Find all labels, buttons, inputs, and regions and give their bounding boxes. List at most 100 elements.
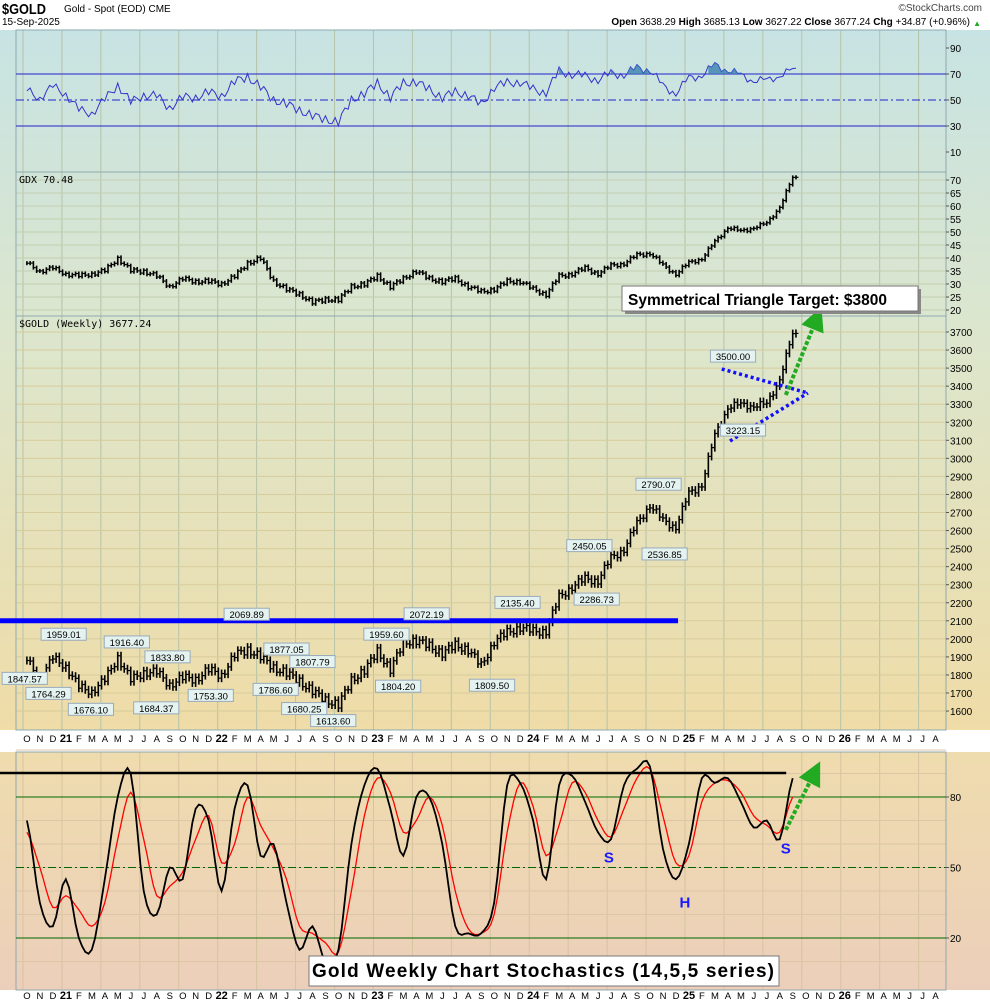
price-label-box xyxy=(468,678,516,692)
x-axis-month-label: N xyxy=(504,991,511,1002)
0-y-tick-label: 10 xyxy=(950,148,962,159)
price-label: 1833.80 xyxy=(150,653,184,664)
price-label-box xyxy=(289,655,336,669)
3-y-tick-label: 80 xyxy=(950,793,962,804)
x-axis-month-label: D xyxy=(828,734,835,745)
price-label: 2450.05 xyxy=(572,542,606,553)
x-axis-month-label: J xyxy=(284,991,289,1002)
x-axis-month-label: A xyxy=(154,991,161,1002)
x-axis-month-label: D xyxy=(361,991,368,1002)
x-axis-month-label: F xyxy=(699,734,705,745)
x-axis-month-label: O xyxy=(491,991,498,1002)
x-axis-month-label: F xyxy=(232,734,238,745)
price-label-box xyxy=(641,547,688,561)
x-axis-month-label: J xyxy=(141,734,146,745)
price-label: 2790.07 xyxy=(641,480,675,491)
x-axis-month-label: S xyxy=(478,734,484,745)
low-label: Low xyxy=(742,17,763,28)
2-y-tick-label: 3000 xyxy=(950,454,973,465)
2-y-tick-label: 3700 xyxy=(950,328,973,339)
price-label: 2286.73 xyxy=(580,595,614,606)
x-axis-month-label: S xyxy=(634,734,640,745)
x-axis-month-label: D xyxy=(205,734,212,745)
x-axis-month-label: A xyxy=(777,734,784,745)
x-axis-month-label: F xyxy=(232,991,238,1002)
x-axis-month-label: J xyxy=(440,734,445,745)
2-y-tick-label: 2000 xyxy=(950,635,973,646)
open-label: Open xyxy=(611,17,637,28)
price-label-box xyxy=(709,349,757,363)
price-label: 1916.40 xyxy=(110,638,144,649)
x-axis-month-label: J xyxy=(907,991,912,1002)
x-axis-month-label: J xyxy=(609,734,614,745)
price-label-box xyxy=(144,650,191,664)
annotation-box xyxy=(621,285,919,312)
price-label: 1959.60 xyxy=(369,630,403,641)
2-y-tick-label: 2100 xyxy=(950,617,973,628)
x-axis-month-label: N xyxy=(504,734,511,745)
x-axis-year-label: 21 xyxy=(60,990,72,1002)
x-axis-month-label: M xyxy=(867,991,875,1002)
price-label: 1676.10 xyxy=(74,705,108,716)
x-axis-year-label: 22 xyxy=(216,733,228,745)
price-label-box xyxy=(103,635,150,649)
2-y-tick-label: 3500 xyxy=(950,364,973,375)
up-triangle-icon: ▲ xyxy=(973,19,981,28)
x-axis-month-label: A xyxy=(154,734,161,745)
price-label-box xyxy=(133,701,180,715)
x-axis-month-label: O xyxy=(802,734,809,745)
3-y-tick-label: 50 xyxy=(950,864,962,875)
price-label: 1809.50 xyxy=(475,681,509,692)
x-axis-month-label: M xyxy=(270,734,278,745)
x-axis-month-label: D xyxy=(50,734,57,745)
x-axis-month-label: F xyxy=(855,991,861,1002)
x-axis-month-label: J xyxy=(609,991,614,1002)
x-axis-month-label: O xyxy=(179,734,186,745)
2-y-tick-label: 2700 xyxy=(950,509,973,520)
x-axis-month-label: N xyxy=(348,991,355,1002)
x-axis-month-label: F xyxy=(76,991,82,1002)
x-axis-month-label: M xyxy=(88,991,96,1002)
x-axis-month-label: S xyxy=(790,991,796,1002)
x-axis-month-label: O xyxy=(802,991,809,1002)
x-axis-month-label: F xyxy=(388,991,394,1002)
x-axis-month-label: A xyxy=(569,734,576,745)
chg-value: +34.87 (+0.96%) xyxy=(895,17,971,28)
3-y-tick-label: 20 xyxy=(950,934,962,945)
target-arrow xyxy=(783,306,824,396)
2-y-tick-label: 1600 xyxy=(950,707,973,718)
x-axis-month-label: J xyxy=(920,734,925,745)
x-axis-month-label: N xyxy=(348,734,355,745)
x-axis-month-label: J xyxy=(752,991,757,1002)
x-axis-year-label: 21 xyxy=(60,733,72,745)
x-axis-month-label: J xyxy=(128,991,133,1002)
x-axis-year-label: 24 xyxy=(527,990,540,1002)
x-axis-month-label: S xyxy=(790,734,796,745)
price-label-box xyxy=(375,679,422,693)
price-label-box xyxy=(40,627,87,641)
price-label-box xyxy=(363,627,410,641)
stoch-arrow xyxy=(784,761,821,831)
1-y-tick-label: 45 xyxy=(950,241,962,252)
x-axis-month-label: A xyxy=(932,991,939,1002)
x-axis-month-label: M xyxy=(711,991,719,1002)
description: Gold - Spot (EOD) CME xyxy=(64,4,171,15)
x-axis-month-label: J xyxy=(907,734,912,745)
stoch-annotation: Gold Weekly Chart Stochastics (14,5,5 se… xyxy=(312,961,774,982)
1-y-tick-label: 65 xyxy=(950,189,962,200)
x-axis-month-label: A xyxy=(881,991,888,1002)
x-axis-month-label: O xyxy=(491,734,498,745)
price-label: 1684.37 xyxy=(139,704,173,715)
close-value: 3677.24 xyxy=(834,17,871,28)
x-axis-month-label: A xyxy=(309,991,316,1002)
x-axis-month-label: S xyxy=(167,991,173,1002)
2-y-tick-label: 1700 xyxy=(950,689,973,700)
x-axis-month-label: A xyxy=(257,991,264,1002)
brand[interactable]: ©StockCharts.com xyxy=(898,3,982,14)
x-axis-month-label: O xyxy=(646,734,653,745)
x-axis-year-label: 24 xyxy=(527,733,540,745)
price-label: 1959.01 xyxy=(46,630,80,641)
2-y-tick-label: 2400 xyxy=(950,563,973,574)
price-label-box xyxy=(1,671,48,685)
